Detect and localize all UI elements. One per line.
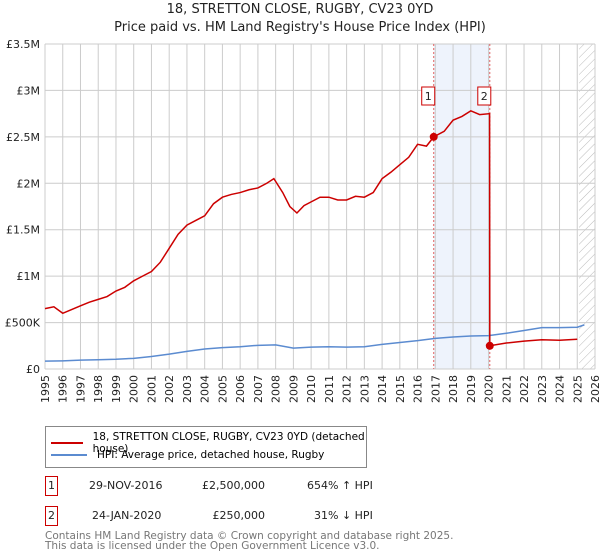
x-tick-label: 2009 bbox=[287, 375, 300, 403]
annotation-label: 2 bbox=[481, 90, 488, 103]
x-tick-label: 2019 bbox=[465, 375, 478, 403]
sale-hpi: 654% ↑ HPI bbox=[307, 479, 373, 492]
legend-item-hpi: HPI: Average price, detached house, Rugb… bbox=[51, 449, 324, 461]
x-tick-label: 2026 bbox=[589, 375, 600, 403]
x-tick-label: 2020 bbox=[483, 375, 496, 403]
x-tick-label: 2014 bbox=[376, 375, 389, 403]
x-tick-label: 2022 bbox=[518, 375, 531, 403]
x-tick-label: 2024 bbox=[554, 375, 567, 403]
chart-title: 18, STRETTON CLOSE, RUGBY, CV23 0YD bbox=[166, 2, 434, 17]
y-tick-label: £500K bbox=[5, 317, 41, 330]
y-tick-label: £2.5M bbox=[6, 131, 40, 144]
x-tick-label: 2002 bbox=[163, 375, 176, 403]
sale-hpi: 31% ↓ HPI bbox=[314, 509, 373, 522]
legend-item-property: 18, STRETTON CLOSE, RUGBY, CV23 0YD (det… bbox=[51, 431, 366, 455]
legend-swatch-blue bbox=[51, 454, 87, 456]
sale-badge: 2 bbox=[45, 506, 58, 526]
x-tick-label: 2021 bbox=[500, 375, 513, 403]
y-tick-label: £1M bbox=[17, 270, 41, 283]
sale-row-2: 2 24-JAN-2020 £250,000 31% ↓ HPI bbox=[45, 506, 445, 526]
y-tick-label: £0 bbox=[26, 363, 40, 376]
series-line-property bbox=[44, 110, 578, 347]
legend-swatch-red bbox=[51, 442, 83, 444]
x-tick-label: 2004 bbox=[199, 375, 212, 403]
legend-label: 18, STRETTON CLOSE, RUGBY, CV23 0YD (det… bbox=[92, 431, 365, 455]
sale-date: 24-JAN-2020 bbox=[92, 509, 162, 522]
sale-price: £250,000 bbox=[212, 509, 266, 522]
legend-label: HPI: Average price, detached house, Rugb… bbox=[97, 449, 325, 461]
x-tick-label: 2007 bbox=[252, 375, 265, 403]
sale-price: £2,500,000 bbox=[202, 479, 265, 492]
price-chart: 1995 1996 1997 1998 1999 2000 2001 2002 2003 2004… bbox=[5, 38, 600, 403]
y-tick-label: £1.5M bbox=[6, 224, 40, 237]
x-tick-label: 2003 bbox=[181, 375, 194, 403]
x-tick-label: 2006 bbox=[234, 375, 247, 403]
x-tick-label: 2016 bbox=[412, 375, 425, 403]
y-tick-label: £3.5M bbox=[6, 38, 40, 51]
footer: Contains HM Land Registry data © Crown c… bbox=[45, 530, 454, 552]
chart-subtitle: Price paid vs. HM Land Registry's House … bbox=[114, 20, 486, 35]
x-tick-label: 2001 bbox=[145, 375, 158, 403]
x-tick-label: 1996 bbox=[57, 375, 70, 403]
x-tick-label: 2012 bbox=[341, 375, 354, 403]
x-tick-label: 1997 bbox=[74, 375, 87, 403]
sale-date: 29-NOV-2016 bbox=[89, 479, 163, 492]
x-tick-label: 2017 bbox=[429, 375, 442, 403]
annotation-box bbox=[421, 86, 436, 106]
footer-licence: This data is licensed under the Open Gov… bbox=[45, 540, 380, 552]
sale-badge: 1 bbox=[45, 476, 58, 496]
x-tick-label: 2011 bbox=[323, 375, 336, 403]
legend: 18, STRETTON CLOSE, RUGBY, CV23 0YD (det… bbox=[45, 426, 367, 468]
sale-point bbox=[485, 341, 494, 350]
x-tick-label: 1998 bbox=[92, 375, 105, 403]
x-tick-label: 1999 bbox=[110, 375, 123, 403]
x-tick-label: 2010 bbox=[305, 375, 318, 403]
x-tick-label: 2005 bbox=[216, 375, 229, 403]
y-tick-label: £2M bbox=[17, 177, 41, 190]
forecast-hatch bbox=[579, 44, 595, 369]
sale-point bbox=[429, 132, 438, 141]
x-tick-label: 2023 bbox=[536, 375, 549, 403]
sale-row-1: 1 29-NOV-2016 £2,500,000 654% ↑ HPI bbox=[45, 476, 445, 496]
x-tick-label: 1995 bbox=[39, 375, 52, 403]
series-line-hpi bbox=[44, 324, 585, 362]
x-tick-label: 2018 bbox=[447, 375, 460, 403]
annotation-label: 1 bbox=[425, 90, 432, 103]
annotation-box bbox=[477, 86, 492, 106]
x-tick-label: 2000 bbox=[128, 375, 141, 403]
footer-copyright: Contains HM Land Registry data © Crown c… bbox=[45, 530, 454, 542]
x-tick-label: 2025 bbox=[571, 375, 584, 403]
x-tick-label: 2013 bbox=[358, 375, 371, 403]
x-tick-label: 2015 bbox=[394, 375, 407, 403]
x-tick-label: 2008 bbox=[270, 375, 283, 403]
y-tick-label: £3M bbox=[17, 84, 41, 97]
